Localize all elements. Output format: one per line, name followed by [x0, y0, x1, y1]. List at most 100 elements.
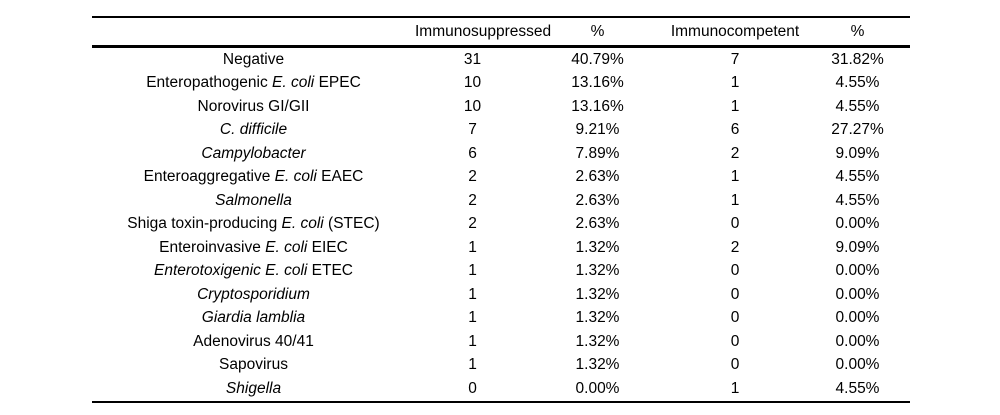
- row-label-segment: Sapovirus: [219, 356, 288, 374]
- immunocompetent-percent: 9.09%: [835, 144, 880, 162]
- immunosuppressed-percent: 1.32%: [575, 285, 620, 303]
- row-label-italic-segment: Cryptosporidium: [197, 285, 310, 303]
- immunocompetent-count: 0: [730, 285, 740, 303]
- col-header-immunocompetent: Immunocompetent: [665, 17, 805, 48]
- table-body: Negative 31 40.79% 7 31.82% Enteropathogenic …: [92, 47, 910, 402]
- row-label: Giardia lamblia: [92, 307, 415, 331]
- immunocompetent-count: 1: [730, 379, 740, 397]
- table-row: Sapovirus 1 1.32% 0 0.00%: [92, 354, 910, 378]
- immunocompetent-percent: 0.00%: [835, 262, 880, 280]
- immunocompetent-count: 0: [730, 262, 740, 280]
- row-label-italic-segment: E. coli: [274, 168, 317, 186]
- immunosuppressed-count: 2: [468, 215, 477, 233]
- row-label: C. difficile: [92, 119, 415, 143]
- immunosuppressed-percent: 2.63%: [575, 191, 620, 209]
- immunocompetent-percent: 9.09%: [835, 238, 880, 256]
- immunocompetent-percent: 4.55%: [835, 74, 880, 92]
- row-label-segment: Enteroinvasive: [159, 238, 266, 256]
- row-label: Cryptosporidium: [92, 283, 415, 307]
- immunosuppressed-count: 7: [468, 121, 477, 139]
- row-label-segment: Adenovirus 40/41: [193, 332, 314, 350]
- row-label-segment: Negative: [222, 50, 285, 68]
- immunosuppressed-count: 10: [463, 74, 482, 92]
- header-row: Immunosuppressed % Immunocompetent %: [92, 17, 910, 48]
- immunosuppressed-count: 10: [463, 97, 482, 115]
- row-label-italic-segment: Shigella: [225, 379, 282, 397]
- immunocompetent-percent: 27.27%: [831, 121, 884, 139]
- immunosuppressed-count: 2: [468, 191, 477, 209]
- immunosuppressed-percent: 13.16%: [571, 97, 624, 115]
- immunosuppressed-count: 2: [468, 168, 477, 186]
- pathogen-results-table: Immunosuppressed % Immunocompetent % Neg…: [92, 16, 910, 403]
- table-row: Enteroaggregative E. coli EAEC 2 2.63% 1 4.5…: [92, 166, 910, 190]
- row-label-italic-segment: Salmonella: [215, 191, 292, 209]
- immunocompetent-percent: 31.82%: [831, 50, 884, 68]
- immunocompetent-percent: 0.00%: [835, 356, 880, 374]
- immunocompetent-percent: 0.00%: [835, 309, 880, 327]
- row-label: Enteropathogenic E. coli EPEC: [92, 72, 415, 96]
- immunosuppressed-percent: 1.32%: [575, 356, 620, 374]
- row-label-italic-segment: E. coli: [281, 215, 324, 233]
- table-row: Enterotoxigenic E. coli ETEC 1 1.32% 0 0.00%: [92, 260, 910, 284]
- immunosuppressed-count: 1: [468, 332, 477, 350]
- row-label: Norovirus GI/GII: [92, 95, 415, 119]
- row-label-italic-segment: E. coli: [265, 238, 308, 256]
- immunocompetent-count: 1: [730, 191, 740, 209]
- row-label: Shiga toxin-producing E. coli (STEC): [92, 213, 415, 237]
- immunosuppressed-percent: 40.79%: [571, 50, 624, 68]
- immunocompetent-percent: 0.00%: [835, 215, 880, 233]
- row-label-italic-segment: E. coli: [272, 74, 315, 92]
- immunosuppressed-count: 1: [468, 309, 477, 327]
- immunosuppressed-percent: 1.32%: [575, 332, 620, 350]
- row-label-segment: ETEC: [307, 262, 353, 280]
- immunosuppressed-percent: 1.32%: [575, 262, 620, 280]
- immunosuppressed-percent: 9.21%: [575, 121, 620, 139]
- row-label-segment: EAEC: [316, 168, 364, 186]
- immunosuppressed-count: 6: [468, 144, 477, 162]
- immunosuppressed-count: 1: [468, 356, 477, 374]
- row-label: Enterotoxigenic E. coli ETEC: [92, 260, 415, 284]
- row-label-italic-segment: Giardia lamblia: [201, 309, 306, 327]
- immunocompetent-percent: 4.55%: [835, 379, 880, 397]
- immunocompetent-percent: 4.55%: [835, 191, 880, 209]
- row-label-segment: Enteroaggregative: [143, 168, 275, 186]
- immunosuppressed-percent: 2.63%: [575, 168, 620, 186]
- immunosuppressed-count: 0: [468, 379, 477, 397]
- immunocompetent-count: 1: [730, 168, 740, 186]
- row-label-segment: EPEC: [314, 74, 361, 92]
- table-row: Norovirus GI/GII 10 13.16% 1 4.55%: [92, 95, 910, 119]
- row-label: Salmonella: [92, 189, 415, 213]
- row-label-segment: (STEC): [323, 215, 380, 233]
- immunosuppressed-count: 1: [468, 285, 477, 303]
- immunosuppressed-count: 1: [468, 262, 477, 280]
- immunosuppressed-percent: 13.16%: [571, 74, 624, 92]
- table-row: Campylobacter 6 7.89% 2 9.09%: [92, 142, 910, 166]
- table-row: C. difficile 7 9.21% 6 27.27%: [92, 119, 910, 143]
- row-label-segment: EIEC: [307, 238, 348, 256]
- immunocompetent-count: 1: [730, 74, 740, 92]
- row-label-italic-segment: Enterotoxigenic E. coli: [153, 262, 308, 280]
- immunocompetent-count: 7: [730, 50, 740, 68]
- immunosuppressed-count: 31: [463, 50, 482, 68]
- row-label: Shigella: [92, 377, 415, 402]
- immunosuppressed-percent: 1.32%: [575, 309, 620, 327]
- immunosuppressed-count: 1: [468, 238, 477, 256]
- table-row: Shiga toxin-producing E. coli (STEC) 2 2.6…: [92, 213, 910, 237]
- table-row: Negative 31 40.79% 7 31.82%: [92, 47, 910, 72]
- row-label: Sapovirus: [92, 354, 415, 378]
- table-row: Salmonella 2 2.63% 1 4.55%: [92, 189, 910, 213]
- table-row: Giardia lamblia 1 1.32% 0 0.00%: [92, 307, 910, 331]
- row-label-italic-segment: C. difficile: [219, 121, 288, 139]
- col-header-immunocompetent-percent: %: [805, 17, 910, 48]
- immunocompetent-percent: 4.55%: [835, 168, 880, 186]
- row-label: Campylobacter: [92, 142, 415, 166]
- table-row: Cryptosporidium 1 1.32% 0 0.00%: [92, 283, 910, 307]
- immunocompetent-count: 2: [730, 238, 740, 256]
- immunocompetent-count: 0: [730, 356, 740, 374]
- immunocompetent-percent: 0.00%: [835, 285, 880, 303]
- immunosuppressed-percent: 1.32%: [575, 238, 620, 256]
- row-label-italic-segment: Campylobacter: [201, 144, 306, 162]
- row-label: Enteroaggregative E. coli EAEC: [92, 166, 415, 190]
- immunosuppressed-percent: 0.00%: [575, 379, 620, 397]
